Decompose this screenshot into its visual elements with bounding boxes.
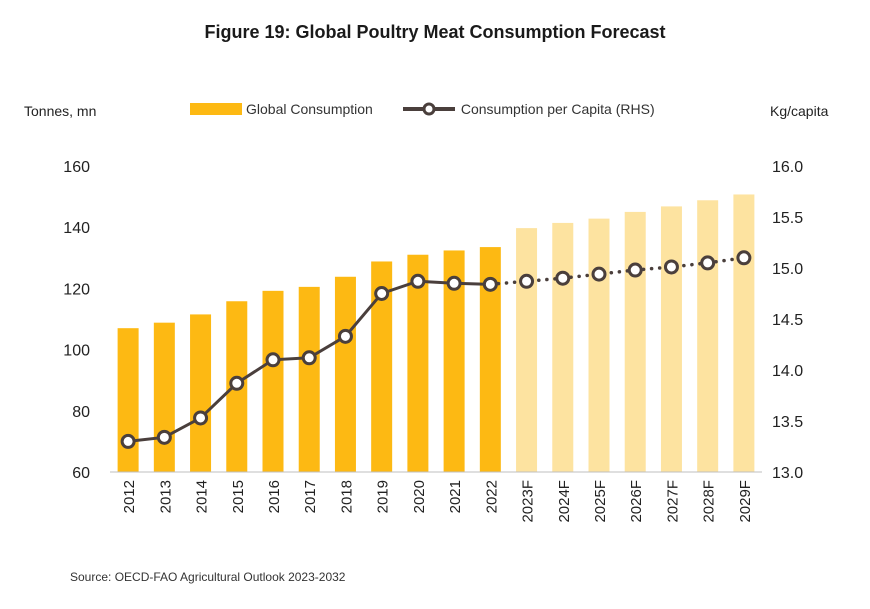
- point-2013: [156, 429, 172, 445]
- legend-label-bar: Global Consumption: [246, 101, 373, 117]
- y-right-tick-label: 14.5: [772, 312, 803, 329]
- bar-2026F: [624, 211, 646, 472]
- point-2024F: [555, 270, 571, 286]
- point-2022: [482, 276, 498, 292]
- legend-swatch-bar: [190, 103, 242, 115]
- x-tick-label: 2023F: [520, 480, 537, 523]
- x-tick-label: 2025F: [592, 480, 609, 523]
- left-axis-unit: Tonnes, mn: [24, 103, 97, 119]
- legend-item-line: Consumption per Capita (RHS): [401, 101, 655, 117]
- point-2019: [374, 286, 390, 301]
- point-2021: [446, 275, 462, 291]
- bar-2020: [407, 254, 429, 472]
- legend-item-bar: Global Consumption: [190, 101, 373, 117]
- y-left-tick-label: 60: [72, 465, 90, 482]
- bar-2029F: [733, 194, 755, 472]
- point-2016: [265, 352, 281, 368]
- x-tick-label: 2022: [483, 480, 500, 513]
- point-2020: [410, 273, 426, 289]
- y-right-tick-label: 16.0: [772, 159, 803, 176]
- y-left-tick-label: 160: [63, 159, 90, 176]
- point-2012: [120, 433, 136, 449]
- x-tick-label: 2014: [194, 480, 211, 513]
- bar-2021: [443, 250, 465, 472]
- x-tick-label: 2027F: [664, 480, 681, 523]
- x-tick-label: 2026F: [628, 480, 645, 523]
- y-left-tick-label: 120: [63, 281, 90, 298]
- bar-2025F: [588, 218, 610, 472]
- y-right-tick-label: 13.0: [772, 465, 803, 482]
- bar-2018: [334, 276, 356, 472]
- point-2018: [337, 328, 353, 344]
- point-2029F: [736, 250, 752, 266]
- y-left-tick-label: 80: [72, 404, 90, 421]
- x-tick-label: 2017: [302, 480, 319, 513]
- x-tick-label: 2021: [447, 480, 464, 513]
- legend: Global Consumption Consumption per Capit…: [190, 101, 683, 117]
- bar-2028F: [697, 200, 719, 472]
- y-right-tick-label: 14.0: [772, 363, 803, 380]
- bar-2019: [371, 261, 393, 472]
- bar-2014: [190, 314, 212, 472]
- bar-2017: [298, 286, 320, 472]
- point-2025F: [591, 266, 607, 282]
- x-tick-label: 2018: [338, 480, 355, 513]
- y-left-tick-label: 100: [63, 343, 90, 360]
- y-right-tick-label: 15.0: [772, 261, 803, 278]
- legend-label-line: Consumption per Capita (RHS): [460, 101, 655, 117]
- x-tick-label: 2013: [157, 480, 174, 513]
- point-2014: [193, 410, 209, 426]
- chart-title: Figure 19: Global Poultry Meat Consumpti…: [204, 22, 666, 42]
- point-2015: [229, 375, 245, 391]
- point-2017: [301, 350, 317, 366]
- bar-2013: [153, 322, 175, 472]
- x-tick-label: 2016: [266, 480, 283, 513]
- y-left-tick-label: 140: [63, 220, 90, 237]
- x-tick-label: 2028F: [701, 480, 718, 523]
- x-tick-label: 2029F: [737, 480, 754, 523]
- point-2026F: [627, 262, 643, 278]
- point-2027F: [663, 259, 679, 275]
- bar-2012: [117, 328, 139, 472]
- x-tick-label: 2012: [121, 480, 138, 513]
- legend-swatch-line: [402, 102, 455, 116]
- y-right-tick-label: 15.5: [772, 210, 803, 227]
- bar-2016: [262, 290, 284, 472]
- x-tick-label: 2019: [375, 480, 392, 513]
- x-tick-label: 2024F: [556, 480, 573, 523]
- y-right-tick-label: 13.5: [772, 414, 803, 431]
- bar-2027F: [660, 206, 682, 472]
- point-2023F: [519, 273, 535, 289]
- source-note: Source: OECD-FAO Agricultural Outlook 20…: [70, 570, 346, 584]
- x-tick-label: 2015: [230, 480, 247, 513]
- x-tick-label: 2020: [411, 480, 428, 513]
- point-2028F: [700, 255, 716, 271]
- bar-2023F: [516, 228, 538, 472]
- bar-2024F: [552, 222, 574, 472]
- right-axis-unit: Kg/capita: [770, 103, 829, 119]
- bar-2022: [479, 247, 501, 472]
